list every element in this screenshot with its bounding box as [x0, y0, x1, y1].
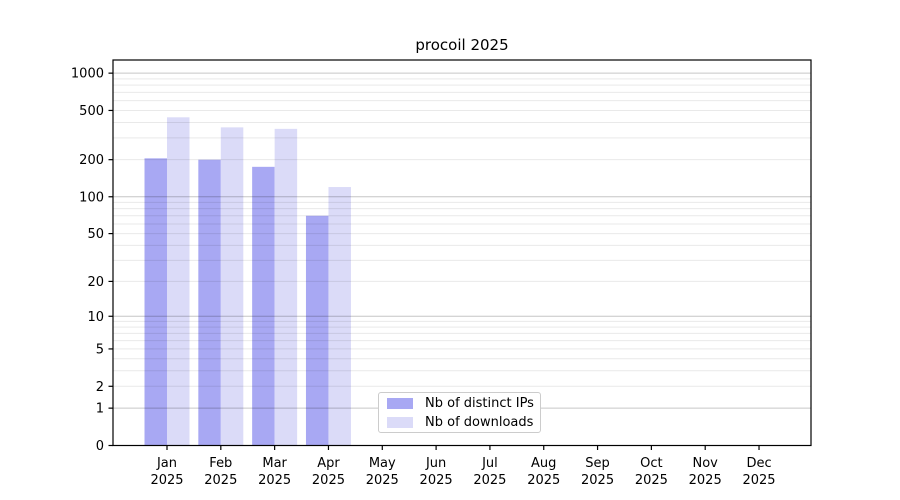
legend-row-distinct-ips: Nb of distinct IPs: [379, 395, 540, 411]
legend-swatch-downloads: [387, 416, 413, 428]
y-tick-label: 100: [79, 190, 104, 205]
x-tick-label-month: Aug: [531, 456, 556, 471]
x-tick-label-month: May: [369, 456, 396, 471]
legend-box: Nb of distinct IPs Nb of downloads: [378, 392, 541, 433]
legend-row-downloads: Nb of downloads: [379, 414, 540, 430]
x-tick-label-month: Nov: [693, 456, 719, 471]
x-tick-label-year: 2025: [473, 473, 506, 488]
x-tick-label-month: Mar: [262, 456, 287, 471]
bar-distinct-ips-apr: [305, 215, 329, 446]
x-tick-label-year: 2025: [258, 473, 291, 488]
chart-title: procoil 2025: [415, 36, 509, 54]
x-tick-label-year: 2025: [581, 473, 614, 488]
bar-downloads-mar: [274, 128, 298, 446]
x-tick-label-month: Dec: [746, 456, 771, 471]
x-axis: Jan 2025 Feb 2025 Mar 2025 Apr 2025 May 2025 Jun 20…: [150, 445, 776, 488]
x-tick-label-year: 2025: [689, 473, 722, 488]
y-tick-label: 0: [96, 439, 104, 454]
bar-distinct-ips-feb: [198, 159, 221, 446]
x-tick-label-month: Jan: [156, 456, 177, 471]
bar-distinct-ips-jan: [144, 158, 167, 446]
y-tick-label: 5: [96, 342, 104, 357]
y-tick-label: 2: [96, 380, 104, 395]
x-tick-label-month: Oct: [640, 456, 662, 471]
y-tick-label: 10: [87, 310, 104, 325]
y-axis: 0 1 2 5 10 20 50 100 200 500 1000: [71, 67, 113, 454]
x-tick-label-month: Jun: [425, 456, 446, 471]
x-tick-label-month: Jul: [481, 456, 498, 471]
x-tick-label-year: 2025: [204, 473, 237, 488]
x-tick-label-month: Apr: [317, 456, 340, 471]
y-tick-label: 50: [87, 227, 104, 242]
x-tick-label-year: 2025: [312, 473, 345, 488]
legend-swatch-distinct-ips: [387, 397, 413, 409]
x-tick-label-year: 2025: [420, 473, 453, 488]
plot-border: [112, 59, 812, 447]
y-tick-label: 1: [96, 402, 104, 417]
x-tick-label-year: 2025: [366, 473, 399, 488]
bar-distinct-ips-mar: [252, 166, 275, 446]
bars-group: [144, 117, 351, 446]
x-tick-label-month: Feb: [209, 456, 232, 471]
x-tick-label-year: 2025: [635, 473, 668, 488]
x-tick-label-year: 2025: [150, 473, 183, 488]
bar-downloads-feb: [220, 127, 244, 446]
y-tick-label: 1000: [71, 67, 104, 82]
y-tick-label: 20: [87, 275, 104, 290]
x-tick-label-year: 2025: [527, 473, 560, 488]
x-tick-label-month: Sep: [585, 456, 610, 471]
y-tick-label: 200: [79, 153, 104, 168]
x-tick-label-year: 2025: [742, 473, 775, 488]
y-tick-label: 500: [79, 104, 104, 119]
legend-label-distinct-ips: Nb of distinct IPs: [425, 395, 534, 411]
legend-label-downloads: Nb of downloads: [425, 414, 534, 430]
